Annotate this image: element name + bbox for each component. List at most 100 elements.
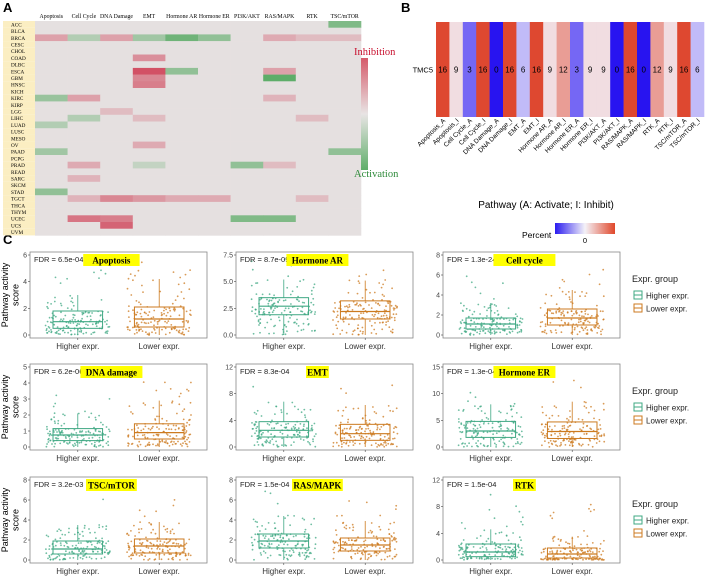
heat-cell [328,81,362,89]
data-point [135,300,138,302]
facet-frame [29,363,208,451]
data-point [57,437,60,440]
data-point [271,311,274,314]
data-point [373,328,376,331]
x-tick-label: Lower expr. [345,454,386,463]
data-point [128,405,131,407]
x-tick-label: Higher expr. [262,342,305,351]
data-point [388,555,391,557]
heat-cell [263,195,297,203]
data-point [494,544,497,547]
data-point [516,556,518,559]
data-point [473,310,476,313]
data-point [252,427,254,430]
x-tick-label: Lower expr. [139,567,180,576]
data-point [80,331,83,333]
data-point [381,299,383,301]
data-point [44,324,47,327]
data-point [309,429,311,432]
data-point [557,415,560,417]
data-point [58,554,61,557]
data-point [256,525,259,528]
data-point [586,329,589,331]
data-point [45,328,48,330]
y-tick-label: 2 [23,413,27,420]
heat-cell [328,168,362,176]
data-point [586,425,588,427]
fdr-label: FDR = 1.5e-04 [447,480,496,489]
data-point [554,425,556,427]
data-point [127,277,130,280]
data-point [63,544,66,547]
data-point [289,317,291,319]
heat-cell [100,128,134,136]
heat-cell [35,21,68,28]
data-point [602,268,605,271]
data-point [348,323,350,326]
data-point [302,328,305,331]
heat-cell [132,141,166,149]
heat-cell [165,74,199,82]
data-point [600,553,603,556]
data-point [163,541,166,543]
heat-cell [165,188,199,196]
row-label: MESO [11,136,26,142]
data-point [136,444,139,447]
data-point [602,318,605,321]
data-point [69,329,72,332]
data-point [519,320,521,323]
data-point [48,554,51,557]
data-point [156,426,158,429]
data-point [342,522,344,524]
data-point [461,557,463,560]
data-point [54,442,56,445]
data-point [301,552,304,554]
data-point [573,379,575,382]
data-point [596,304,598,307]
data-point [174,308,177,311]
y-axis-title-line: Pathway activity [0,262,10,327]
data-point [301,306,304,309]
heat-cell [132,121,166,129]
data-point [551,414,554,417]
data-point [170,328,173,330]
data-point [279,541,282,544]
data-point [129,320,131,323]
y-tick-label: 4 [23,518,27,525]
data-point [568,435,570,438]
data-point [469,391,472,394]
data-point [140,429,143,432]
data-point [169,548,171,551]
heat-cell [263,54,297,62]
data-point [519,443,522,445]
data-point [457,418,460,420]
data-point [86,315,89,318]
data-point [53,416,55,419]
data-point [599,310,602,313]
data-point [166,442,169,445]
heat-cell [100,88,134,95]
data-point [459,321,462,323]
data-point [469,421,472,424]
data-point [56,555,59,558]
heat-cell [295,201,329,209]
data-point [144,404,147,406]
data-point [392,307,395,309]
data-point [590,558,593,561]
data-point [256,315,258,318]
heat-cell [198,161,231,169]
heat-cell [67,128,101,136]
data-point [172,271,175,273]
data-point [370,324,373,327]
data-point [141,284,143,287]
data-point [130,411,132,413]
data-point [267,545,269,548]
data-point [457,409,460,411]
data-point [101,537,103,540]
data-point [508,546,511,549]
data-point [312,303,315,306]
data-point [341,437,343,440]
data-point [511,548,514,551]
data-point [573,545,576,548]
heat-cell [67,215,101,223]
